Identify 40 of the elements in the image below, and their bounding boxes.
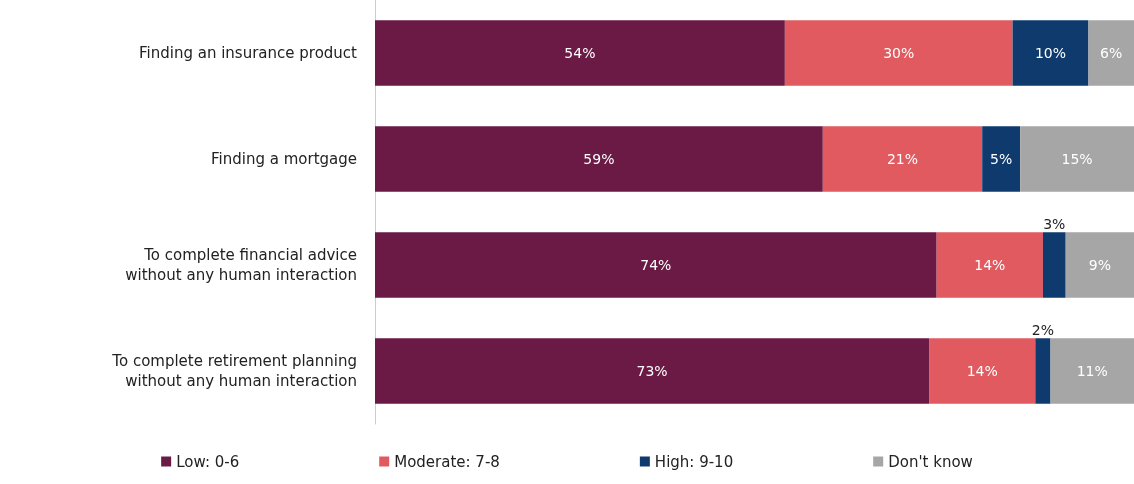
bar [375,126,823,192]
data-label: 5% [990,151,1013,167]
bar [1065,232,1134,298]
legend-label: High: 9-10 [654,452,734,471]
data-label: 3% [1043,216,1066,233]
bar [822,126,983,192]
data-label: 59% [583,151,615,167]
bar [1012,20,1089,86]
data-label: 6% [1100,45,1123,61]
bar [375,338,930,404]
data-label: 2% [1031,322,1055,339]
data-label: 11% [1076,363,1108,379]
bar [1050,338,1134,404]
bar [936,232,1043,298]
legend-label: Don't know [888,452,973,471]
bar [1035,338,1051,404]
data-label: 15% [1061,151,1093,167]
bar [375,232,937,298]
y-tick-label: Finding an insurance product [139,44,358,62]
legend-label: Low: 0-6 [176,452,240,471]
data-label: 14% [974,257,1006,273]
data-label: 10% [1034,45,1067,61]
bar [1088,20,1134,86]
data-label: 74% [640,257,672,273]
legend-label: Moderate: 7-8 [394,452,500,471]
bar [784,20,1013,86]
data-label: 14% [966,363,998,379]
data-label: 21% [886,151,919,167]
y-tick-label: To complete retirement planning without any human interaction [111,352,357,390]
bar [375,20,785,86]
bar [982,126,1021,192]
bar [1020,126,1134,192]
bar [1042,232,1066,298]
y-tick-label: To complete financial advice without any human interaction [125,246,357,284]
data-label: 9% [1088,257,1111,273]
bar [929,338,1036,404]
data-label: 30% [883,45,915,61]
y-tick-label: Finding a mortgage [211,150,357,168]
data-label: 73% [636,363,668,379]
data-label: 54% [564,45,596,61]
